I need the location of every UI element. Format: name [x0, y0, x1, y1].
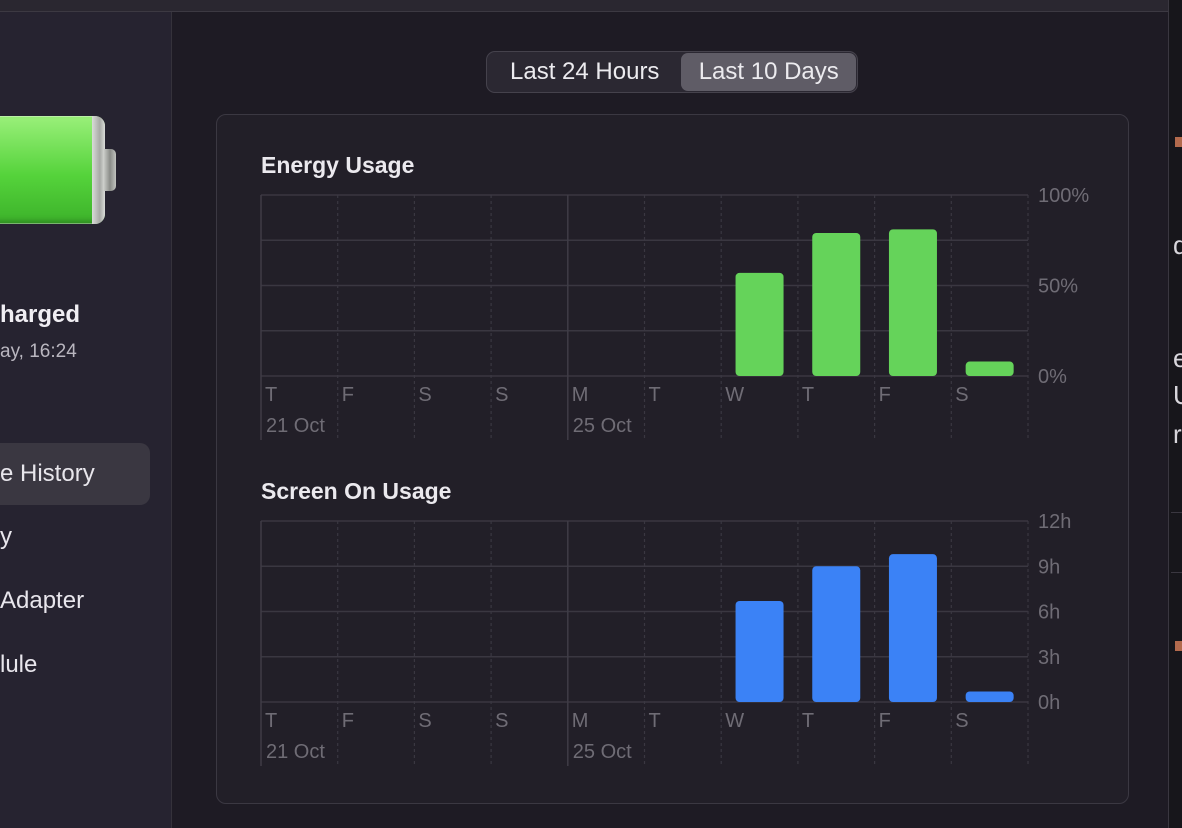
sidebar-item-label: Adapter: [0, 587, 85, 614]
screen-date-label: 21 Oct: [266, 741, 325, 763]
energy-usage-title: Energy Usage: [261, 152, 415, 178]
sidebar-item-label: e History: [0, 460, 95, 487]
energy-day-label: S: [955, 384, 968, 406]
edge-divider: [1171, 572, 1182, 573]
screen-day-label: T: [802, 710, 814, 732]
screen-bar: [965, 691, 1014, 702]
screen-day-label: S: [955, 710, 968, 732]
screen-bar: [735, 600, 784, 702]
screen-day-label: S: [418, 710, 431, 732]
screen-bar: [888, 554, 937, 702]
energy-y-tick-label: 50%: [1038, 276, 1078, 298]
energy-bar: [735, 272, 784, 376]
screen-y-tick-label: 12h: [1038, 511, 1071, 533]
battery-status-title: harged: [0, 301, 81, 328]
sidebar-item-usage-history[interactable]: e History: [0, 443, 150, 505]
screen-day-label: F: [342, 710, 354, 732]
screen-y-tick-label: 9h: [1038, 556, 1060, 578]
screen-y-tick-label: 0h: [1038, 692, 1060, 714]
battery-terminal: [104, 149, 116, 191]
energy-day-label: F: [879, 384, 891, 406]
sidebar-item-power-adapter[interactable]: Adapter: [0, 570, 150, 632]
screen-on-usage-chart: T F S S M T W T F S 21 Oct 25 Oct 0h 3h 6h 9h 12h: [260, 511, 1071, 766]
edge-divider: [1171, 512, 1182, 513]
energy-day-label: F: [342, 384, 354, 406]
background-window-edge: d e U r: [1168, 0, 1182, 828]
segment-last-10-days[interactable]: Last 10 Days: [681, 53, 856, 91]
energy-day-label: T: [649, 384, 661, 406]
battery-icon: [0, 116, 105, 224]
energy-date-label: 25 Oct: [573, 415, 632, 437]
battery-cap-band: [92, 116, 105, 224]
window-top-edge: [0, 0, 1170, 12]
screen-bar: [812, 566, 861, 702]
screen-y-tick-label: 3h: [1038, 647, 1060, 669]
energy-day-label: S: [418, 384, 431, 406]
energy-bar: [888, 229, 937, 376]
edge-accent-mark: [1175, 641, 1182, 651]
sidebar-item-label: y: [0, 523, 12, 550]
segment-last-24-hours[interactable]: Last 24 Hours: [510, 58, 660, 85]
energy-bar: [965, 361, 1014, 376]
energy-day-label: M: [572, 384, 589, 406]
energy-day-label: S: [495, 384, 508, 406]
screen-day-label: W: [725, 710, 744, 732]
battery-status-time: ay, 16:24: [0, 341, 77, 362]
edge-text: d: [1173, 232, 1182, 258]
energy-day-label: T: [265, 384, 277, 406]
screen-day-label: F: [879, 710, 891, 732]
screen-day-label: M: [572, 710, 589, 732]
screen-day-label: T: [265, 710, 277, 732]
energy-day-label: W: [725, 384, 744, 406]
battery-outline: [0, 116, 105, 224]
edge-text: r: [1173, 419, 1182, 449]
energy-date-label: 21 Oct: [266, 415, 325, 437]
screen-date-label: 25 Oct: [573, 741, 632, 763]
sidebar-item-schedule[interactable]: lule: [0, 634, 150, 696]
edge-text: e: [1173, 345, 1182, 371]
sidebar-item-battery[interactable]: y: [0, 506, 150, 568]
usage-charts-card: [216, 114, 1129, 804]
screen-day-label: S: [495, 710, 508, 732]
screen-y-tick-label: 6h: [1038, 602, 1060, 624]
screen-on-usage-title: Screen On Usage: [261, 478, 452, 504]
sidebar-item-label: lule: [0, 651, 38, 678]
energy-y-tick-label: 0%: [1038, 366, 1067, 388]
edge-text: U: [1173, 382, 1182, 408]
energy-bar: [812, 233, 861, 376]
energy-y-tick-label: 100%: [1038, 185, 1089, 207]
edge-accent-mark: [1175, 137, 1182, 147]
time-range-segmented-control: Last 24 Hours Last 10 Days: [486, 51, 858, 93]
energy-day-label: T: [802, 384, 814, 406]
screen-day-label: T: [649, 710, 661, 732]
energy-usage-chart: T F S S M T W T F S 21 Oct 25 Oct 0% 50% 100%: [260, 185, 1089, 440]
